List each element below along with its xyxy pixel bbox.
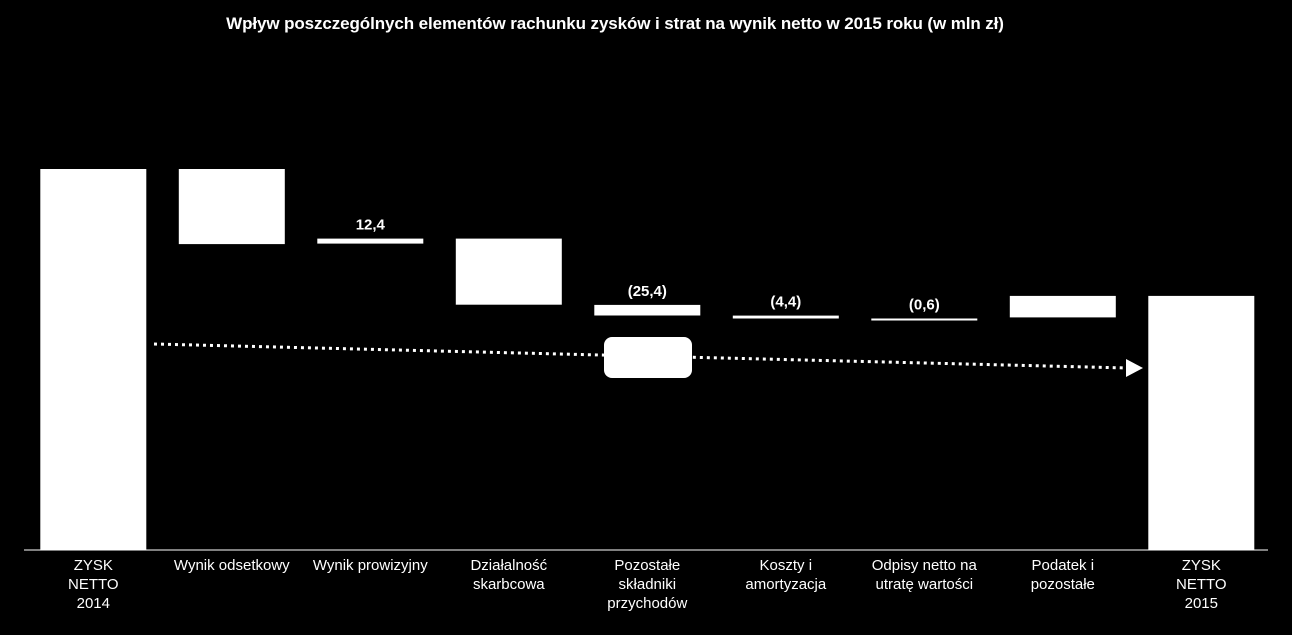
value-label-6: (4,4) [770, 294, 801, 311]
category-label-3: Wynik prowizyjny [312, 557, 428, 574]
trend-line [153, 342, 1129, 370]
bar-5 [594, 304, 701, 316]
category-label-7: Odpisy netto na utratę wartości [871, 557, 977, 593]
trend-arrow [153, 337, 1143, 378]
bars-layer [40, 169, 1255, 550]
value-label-3: 12,4 [356, 217, 386, 234]
bar-3 [317, 238, 424, 244]
value-labels-layer: 12,4 (25,4) (4,4) (0,6) [356, 217, 940, 314]
category-label-2: Wynik odsetkowy [173, 557, 290, 574]
bar-2 [178, 169, 285, 245]
bar-8 [1009, 295, 1116, 318]
trend-arrowhead [1126, 359, 1143, 377]
category-label-4: Działalność skarbcowa [470, 557, 548, 593]
value-label-7: (0,6) [909, 297, 940, 314]
bar-7 [871, 318, 978, 321]
category-label-9: ZYSK NETTO 2015 [1176, 557, 1227, 612]
bar-1 [40, 169, 147, 550]
category-label-5: Pozostałe składniki przychodów [607, 557, 688, 612]
category-label-6: Koszty i amortyzacja [745, 557, 827, 593]
category-label-1: ZYSK NETTO 2014 [68, 557, 119, 612]
value-label-5: (25,4) [628, 283, 667, 300]
change-callout-box [604, 337, 692, 378]
bar-9 [1148, 295, 1255, 550]
bar-6 [732, 315, 839, 319]
bar-4 [455, 238, 562, 305]
category-label-8: Podatek i pozostałe [1030, 557, 1095, 593]
chart-title: Wpływ poszczególnych elementów rachunku … [226, 14, 1004, 33]
